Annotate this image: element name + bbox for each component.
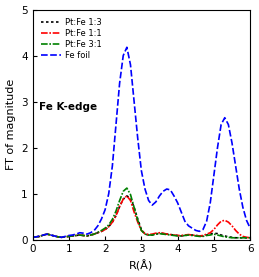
Pt:Fe 1:1 [151, 232, 154, 236]
Pt:Fe 1:3 [82, 234, 85, 237]
Legend: Pt:Fe 1:3, Pt:Fe 1:1, Pt:Fe 3:1, Fe foil: Pt:Fe 1:3, Pt:Fe 1:1, Pt:Fe 3:1, Fe foil [39, 16, 103, 61]
Pt:Fe 1:3 [234, 236, 237, 239]
Line: Pt:Fe 1:3: Pt:Fe 1:3 [33, 196, 250, 238]
Pt:Fe 3:1 [231, 236, 234, 239]
Fe foil [82, 232, 85, 235]
Pt:Fe 1:1 [75, 234, 78, 237]
Line: Pt:Fe 1:1: Pt:Fe 1:1 [33, 196, 250, 238]
Y-axis label: FT of magnitude: FT of magnitude [5, 79, 16, 170]
Pt:Fe 3:1 [75, 234, 78, 237]
Fe foil [151, 203, 154, 207]
Pt:Fe 3:1 [125, 186, 128, 190]
Pt:Fe 1:3 [125, 194, 128, 198]
Pt:Fe 1:1 [107, 225, 110, 229]
Pt:Fe 3:1 [151, 233, 154, 237]
Pt:Fe 1:3 [151, 233, 154, 237]
Fe foil [31, 236, 34, 239]
Pt:Fe 1:3 [223, 234, 226, 238]
Fe foil [125, 46, 128, 49]
Text: Fe K-edge: Fe K-edge [39, 102, 97, 112]
Pt:Fe 1:1 [125, 194, 128, 198]
Fe foil [75, 232, 78, 236]
Pt:Fe 1:3 [75, 234, 78, 237]
Fe foil [107, 192, 110, 195]
Pt:Fe 1:1 [31, 236, 34, 239]
Pt:Fe 1:3 [249, 236, 252, 239]
Pt:Fe 1:1 [82, 234, 85, 237]
Pt:Fe 1:3 [31, 236, 34, 239]
Pt:Fe 3:1 [82, 234, 85, 237]
Pt:Fe 3:1 [107, 223, 110, 227]
Line: Pt:Fe 3:1: Pt:Fe 3:1 [33, 188, 250, 238]
Pt:Fe 1:1 [223, 219, 226, 222]
X-axis label: R(Å): R(Å) [129, 260, 154, 271]
Line: Fe foil: Fe foil [33, 47, 250, 237]
Pt:Fe 1:3 [107, 225, 110, 229]
Pt:Fe 3:1 [223, 235, 226, 238]
Pt:Fe 3:1 [31, 236, 34, 239]
Fe foil [165, 187, 168, 191]
Pt:Fe 3:1 [249, 236, 252, 239]
Fe foil [223, 116, 226, 119]
Pt:Fe 1:1 [249, 236, 252, 239]
Pt:Fe 3:1 [165, 233, 168, 236]
Pt:Fe 1:1 [165, 232, 168, 236]
Fe foil [249, 227, 252, 230]
Pt:Fe 1:3 [165, 232, 168, 236]
